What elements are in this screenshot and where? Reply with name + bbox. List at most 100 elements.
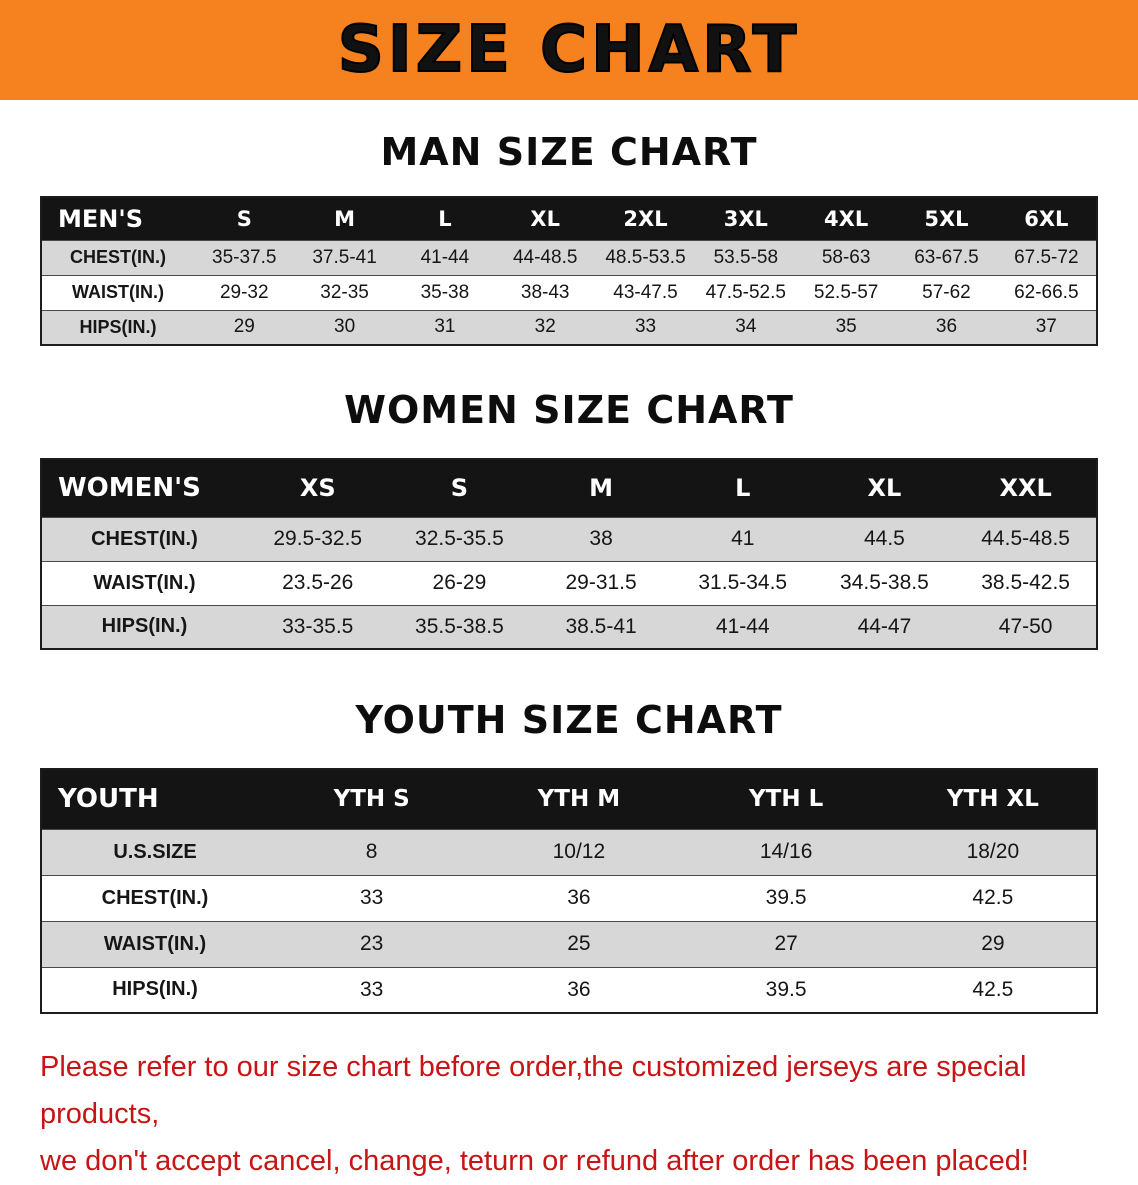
sections: MAN SIZE CHART MEN'S S M L XL 2XL 3XL 4XL 5XL 6XL C…: [0, 130, 1138, 1014]
size-column-header: 6XL: [1024, 206, 1069, 231]
size-value: 26-29: [432, 571, 487, 594]
notice-line-2: we don't accept cancel, change, teturn o…: [40, 1144, 1029, 1177]
size-value: 44-47: [857, 614, 912, 638]
size-value: 43-47.5: [613, 281, 678, 303]
size-column-header: YTH XL: [946, 786, 1039, 813]
size-column-header: 4XL: [824, 206, 869, 231]
size-value: 35-37.5: [212, 246, 277, 268]
size-value: 38: [589, 527, 613, 550]
size-value: 23.5-26: [282, 571, 354, 594]
size-value: 58-63: [821, 246, 871, 268]
measurement-label: HIPS(IN.): [112, 978, 198, 1001]
measurement-label: HIPS(IN.): [79, 316, 157, 337]
measurement-row: CHEST(IN.) 29.5-32.5 32.5-35.5 38 41 44.5 44.5…: [41, 517, 1097, 561]
size-value: 38.5-41: [565, 614, 637, 638]
size-value: 47.5-52.5: [705, 281, 786, 303]
size-value: 44-48.5: [512, 246, 578, 268]
size-column-header: YTH L: [748, 786, 824, 813]
size-value: 35-38: [420, 281, 470, 303]
measurement-label: HIPS(IN.): [101, 615, 188, 638]
size-column-header: YTH S: [333, 786, 410, 813]
size-value: 29-31.5: [565, 571, 637, 594]
size-value: 42.5: [972, 977, 1014, 1001]
size-value: 39.5: [765, 886, 807, 909]
notice-line-1: Please refer to our size chart before or…: [40, 1051, 1027, 1130]
size-section: WOMEN SIZE CHART WOMEN'S XS S M L XL XXL CHEST(I…: [0, 388, 1138, 650]
table-title: WOMEN'S: [58, 473, 201, 504]
size-column-header: 2XL: [623, 206, 668, 231]
size-value: 33: [359, 977, 384, 1001]
table-header-row: YOUTH YTH S YTH M YTH L YTH XL: [41, 769, 1097, 829]
size-value: 33: [359, 886, 384, 909]
size-column-header: L: [438, 206, 452, 231]
size-value: 32-35: [320, 281, 369, 303]
size-value: 32: [534, 316, 556, 338]
size-value: 42.5: [972, 886, 1014, 909]
size-value: 48.5-53.5: [605, 246, 686, 268]
measurement-row: HIPS(IN.) 29 30 31 32 33 34 35 36 37: [41, 310, 1097, 345]
size-value: 53.5-58: [713, 246, 779, 268]
size-value: 29: [233, 316, 255, 338]
size-column-header: 5XL: [924, 206, 969, 231]
measurement-row: WAIST(IN.) 23 25 27 29: [41, 921, 1097, 967]
table-header-row: MEN'S S M L XL 2XL 3XL 4XL 5XL 6XL: [41, 197, 1097, 240]
size-value: 30: [334, 316, 356, 338]
measurement-row: U.S.SIZE 8 10/12 14/16 18/20: [41, 829, 1097, 875]
size-value: 34: [735, 316, 757, 338]
size-value: 29: [981, 932, 1005, 955]
size-column-header: XL: [867, 474, 902, 503]
size-value: 41: [731, 527, 755, 550]
size-column-header: XS: [299, 474, 336, 503]
size-value: 41-44: [715, 614, 770, 638]
section-heading: WOMEN SIZE CHART: [344, 388, 794, 432]
measurement-row: CHEST(IN.) 35-37.5 37.5-41 41-44 44-48.5 48.5…: [41, 240, 1097, 275]
size-value: 47-50: [998, 614, 1053, 638]
size-value: 38.5-42.5: [981, 571, 1070, 594]
size-column-header: L: [735, 474, 751, 503]
size-table: MEN'S S M L XL 2XL 3XL 4XL 5XL 6XL CHEST(IN.) 35-37…: [40, 196, 1098, 346]
size-value: 14/16: [759, 840, 813, 863]
size-value: 8: [365, 840, 378, 863]
size-column-header: YTH M: [537, 786, 621, 813]
page-title: SIZE CHART: [337, 12, 801, 88]
size-value: 38-43: [520, 281, 570, 303]
size-value: 36: [567, 886, 591, 909]
size-value: 44.5: [863, 527, 905, 550]
size-value: 44.5-48.5: [981, 527, 1070, 550]
size-value: 33: [634, 316, 657, 338]
table-title: YOUTH: [58, 784, 159, 815]
section-heading: MAN SIZE CHART: [380, 130, 758, 174]
size-table: WOMEN'S XS S M L XL XXL CHEST(IN.) 29.5-32.5 32.5…: [40, 458, 1098, 650]
size-value: 37.5-41: [312, 246, 377, 268]
size-value: 27: [774, 932, 798, 955]
size-value: 29.5-32.5: [273, 527, 363, 550]
size-value: 52.5-57: [813, 281, 879, 303]
size-value: 36: [567, 977, 591, 1001]
size-value: 18/20: [966, 840, 1020, 863]
size-value: 67.5-72: [1014, 246, 1079, 268]
measurement-label: WAIST(IN.): [103, 932, 207, 955]
size-value: 35: [835, 316, 857, 338]
measurement-label: CHEST(IN.): [70, 247, 167, 267]
size-value: 31.5-34.5: [698, 571, 788, 594]
size-table: YOUTH YTH S YTH M YTH L YTH XL U.S.SIZE 8 10/12…: [40, 768, 1098, 1014]
size-column-header: S: [450, 474, 469, 503]
footer-notice: Please refer to our size chart before or…: [40, 1044, 1098, 1185]
size-value: 10/12: [552, 840, 606, 863]
size-column-header: S: [236, 206, 252, 231]
size-column-header: M: [589, 474, 614, 503]
size-value: 33-35.5: [282, 614, 354, 638]
size-value: 37: [1035, 316, 1057, 338]
size-column-header: XL: [530, 206, 560, 231]
size-column-header: 3XL: [723, 206, 768, 231]
measurement-row: HIPS(IN.) 33 36 39.5 42.5: [41, 967, 1097, 1013]
table-header-row: WOMEN'S XS S M L XL XXL: [41, 459, 1097, 517]
size-value: 36: [935, 316, 958, 338]
size-value: 23: [359, 932, 384, 955]
measurement-label: WAIST(IN.): [93, 571, 196, 594]
size-value: 62-66.5: [1014, 281, 1079, 303]
size-value: 41-44: [420, 246, 470, 268]
measurement-row: WAIST(IN.) 23.5-26 26-29 29-31.5 31.5-34.5 34…: [41, 561, 1097, 605]
size-value: 25: [567, 932, 591, 955]
measurement-row: HIPS(IN.) 33-35.5 35.5-38.5 38.5-41 41-44 44-…: [41, 605, 1097, 649]
